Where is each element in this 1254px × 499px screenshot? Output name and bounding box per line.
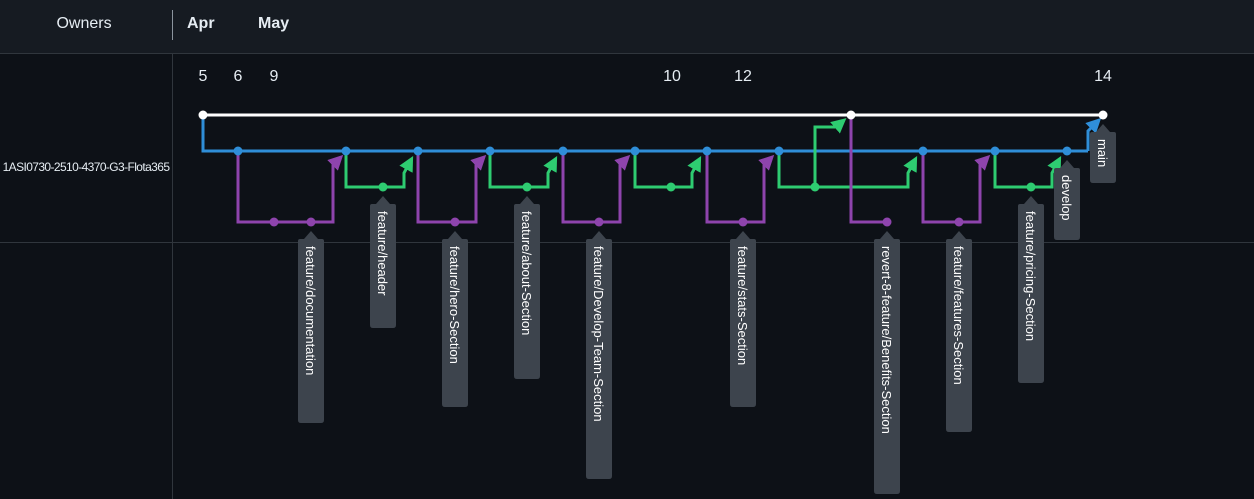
branch-tag-develop-team-section[interactable]: feature/Develop-Team-Section bbox=[586, 231, 612, 479]
commit-dot[interactable] bbox=[594, 217, 604, 227]
commit-dot[interactable] bbox=[198, 110, 208, 120]
commit-dot[interactable] bbox=[233, 146, 243, 156]
branch-line-stats-section bbox=[705, 151, 775, 224]
commit-dot[interactable] bbox=[558, 146, 568, 156]
branch-tag-features-section[interactable]: feature/features-Section bbox=[946, 231, 972, 432]
commit-dot[interactable] bbox=[846, 110, 856, 120]
row-divider bbox=[0, 242, 1254, 243]
branch-line-hero-section bbox=[416, 151, 487, 224]
day-tick-9: 9 bbox=[270, 68, 279, 85]
branch-line-pricing-section bbox=[993, 151, 1062, 189]
commit-dot[interactable] bbox=[990, 146, 1000, 156]
commit-dot[interactable] bbox=[1098, 110, 1108, 120]
branch-line-documentation bbox=[236, 151, 344, 224]
commit-dot[interactable] bbox=[810, 182, 820, 192]
branch-tag-stats-section[interactable]: feature/stats-Section bbox=[730, 231, 756, 407]
branch-tag-label: develop bbox=[1059, 175, 1074, 221]
branch-tag-header[interactable]: feature/header bbox=[370, 196, 396, 328]
commit-dot[interactable] bbox=[306, 217, 316, 227]
branch-line-develop-team-section bbox=[561, 151, 631, 224]
branch-tag-develop[interactable]: develop bbox=[1054, 160, 1080, 240]
branch-line-about-section bbox=[488, 151, 558, 189]
commit-dot[interactable] bbox=[774, 146, 784, 156]
commit-dot[interactable] bbox=[702, 146, 712, 156]
branch-tag-label: feature/about-Section bbox=[519, 211, 534, 335]
branch-tag-label: feature/hero-Section bbox=[447, 246, 462, 364]
branch-tag-label: feature/documentation bbox=[303, 246, 318, 375]
commit-dot[interactable] bbox=[341, 146, 351, 156]
branch-tag-label: revert-8-feature/Benefits-Section bbox=[879, 246, 894, 434]
header-divider bbox=[172, 10, 173, 40]
timeline-header: Owners Apr May bbox=[0, 0, 1254, 54]
commit-dot[interactable] bbox=[1062, 146, 1072, 156]
branch-tag-label: feature/header bbox=[375, 211, 390, 296]
owners-column-divider bbox=[172, 54, 173, 499]
branch-tag-about-section[interactable]: feature/about-Section bbox=[514, 196, 540, 379]
branch-line-green-to-main bbox=[777, 118, 847, 189]
branch-tag-label: feature/stats-Section bbox=[735, 246, 750, 365]
commit-dot[interactable] bbox=[954, 217, 964, 227]
branch-tag-main[interactable]: main bbox=[1090, 124, 1116, 183]
commit-dot[interactable] bbox=[1026, 182, 1036, 192]
owners-column-header: Owners bbox=[56, 15, 112, 32]
branch-tag-pricing-section[interactable]: feature/pricing-Section bbox=[1018, 196, 1044, 383]
day-tick-10: 10 bbox=[663, 68, 681, 85]
commit-dot[interactable] bbox=[630, 146, 640, 156]
day-tick-5: 5 bbox=[199, 68, 208, 85]
branch-tag-label: main bbox=[1095, 139, 1110, 167]
branch-tag-label: feature/features-Section bbox=[951, 246, 966, 385]
branch-tag-label: feature/Develop-Team-Section bbox=[591, 246, 606, 422]
month-label-apr: Apr bbox=[187, 15, 215, 32]
commit-dot[interactable] bbox=[522, 182, 532, 192]
develop-branch-line bbox=[201, 115, 1088, 153]
day-tick-14: 14 bbox=[1094, 68, 1112, 85]
commit-dot[interactable] bbox=[378, 182, 388, 192]
branch-tag-revert-benefits-section[interactable]: revert-8-feature/Benefits-Section bbox=[874, 231, 900, 494]
develop-merge-main-line bbox=[1085, 117, 1102, 151]
commit-dot[interactable] bbox=[450, 217, 460, 227]
branch-tag-label: feature/pricing-Section bbox=[1023, 211, 1038, 341]
branch-line-green-3 bbox=[633, 151, 702, 189]
month-label-may: May bbox=[258, 15, 290, 32]
branch-line-features-section bbox=[921, 151, 991, 224]
commit-dot[interactable] bbox=[738, 217, 748, 227]
branch-tag-documentation[interactable]: feature/documentation bbox=[298, 231, 324, 423]
commit-dot[interactable] bbox=[882, 217, 892, 227]
day-tick-12: 12 bbox=[734, 68, 752, 85]
branch-line-revert-benefits bbox=[849, 115, 887, 224]
branch-tag-hero-section[interactable]: feature/hero-Section bbox=[442, 231, 468, 407]
day-tick-6: 6 bbox=[234, 68, 243, 85]
branch-line-green-4 bbox=[815, 156, 918, 189]
commit-dot[interactable] bbox=[485, 146, 495, 156]
branch-line-header bbox=[344, 151, 414, 189]
commit-dot[interactable] bbox=[413, 146, 423, 156]
commit-dot[interactable] bbox=[918, 146, 928, 156]
repository-name[interactable]: 1ASI0730-2510-4370-G3-Flota365 bbox=[2, 160, 170, 174]
commit-dot[interactable] bbox=[269, 217, 279, 227]
commit-dot[interactable] bbox=[666, 182, 676, 192]
